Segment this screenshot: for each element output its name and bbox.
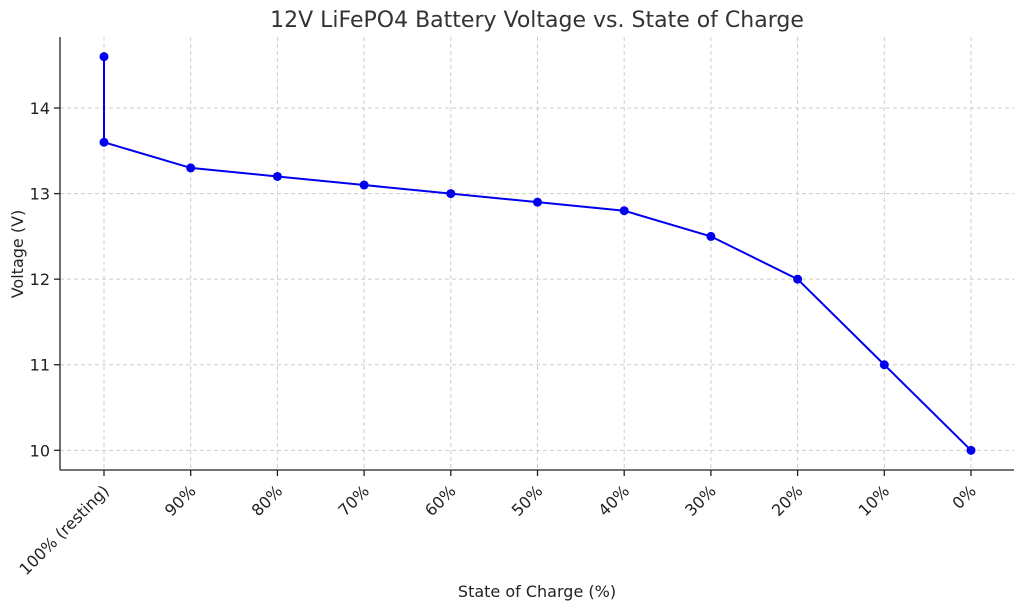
x-axis-label: State of Charge (%) bbox=[458, 582, 616, 601]
data-point bbox=[879, 360, 889, 370]
x-tick-label: 70% bbox=[334, 481, 373, 520]
y-axis-label: Voltage (V) bbox=[8, 210, 27, 299]
data-point bbox=[533, 197, 542, 207]
x-tick-label: 60% bbox=[421, 481, 460, 520]
axes-layer bbox=[54, 37, 1014, 476]
x-tick-label: 40% bbox=[594, 481, 633, 520]
data-point bbox=[619, 206, 629, 216]
y-tick-label: 12 bbox=[30, 270, 50, 289]
x-tick-label: 90% bbox=[161, 481, 200, 520]
y-tick-label: 11 bbox=[30, 356, 50, 375]
x-tick-labels: 100% (resting) 90% 80% 70% 60% 50% 40% 30% 20% 10… bbox=[15, 481, 979, 578]
x-tick-label: 20% bbox=[768, 481, 807, 520]
series-layer bbox=[99, 52, 976, 455]
x-tick-label: 30% bbox=[681, 481, 720, 520]
data-point bbox=[446, 189, 456, 199]
data-point bbox=[272, 171, 282, 181]
data-point bbox=[359, 180, 369, 190]
data-point bbox=[706, 231, 716, 241]
x-tick-label: 50% bbox=[508, 481, 547, 520]
y-tick-label: 13 bbox=[30, 185, 50, 204]
x-tick-label: 80% bbox=[248, 481, 287, 520]
y-tick-label: 14 bbox=[30, 99, 50, 118]
y-tick-labels: 10 11 12 13 14 bbox=[30, 99, 50, 460]
data-point bbox=[99, 52, 109, 62]
y-tick-label: 10 bbox=[30, 441, 50, 460]
chart-title: 12V LiFePO4 Battery Voltage vs. State of… bbox=[270, 8, 804, 33]
x-tick-label: 10% bbox=[855, 481, 894, 520]
data-point bbox=[186, 163, 196, 173]
data-point bbox=[966, 445, 976, 455]
x-tick-label: 0% bbox=[948, 481, 979, 512]
x-tick-label: 100% (resting) bbox=[15, 481, 112, 578]
series-line bbox=[103, 56, 972, 452]
data-point bbox=[793, 274, 803, 284]
grid-layer bbox=[60, 37, 1014, 470]
data-point bbox=[99, 137, 109, 147]
